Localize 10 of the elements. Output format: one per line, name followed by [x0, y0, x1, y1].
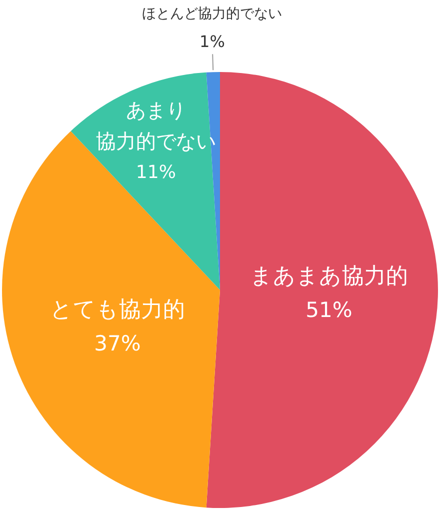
slice-label: とても協力的	[50, 297, 185, 322]
data-label: 11%	[136, 162, 176, 183]
data-label: 37%	[94, 331, 141, 356]
pie-slice	[70, 72, 220, 290]
slice-label: あまり協力的でない	[96, 98, 216, 153]
slice-label: ほとんど協力的でない	[142, 6, 282, 22]
data-label: 1%	[200, 32, 225, 52]
slice-label: まあまあ協力的	[250, 264, 408, 289]
data-label: 51%	[306, 298, 352, 322]
pie-slice	[2, 131, 220, 508]
